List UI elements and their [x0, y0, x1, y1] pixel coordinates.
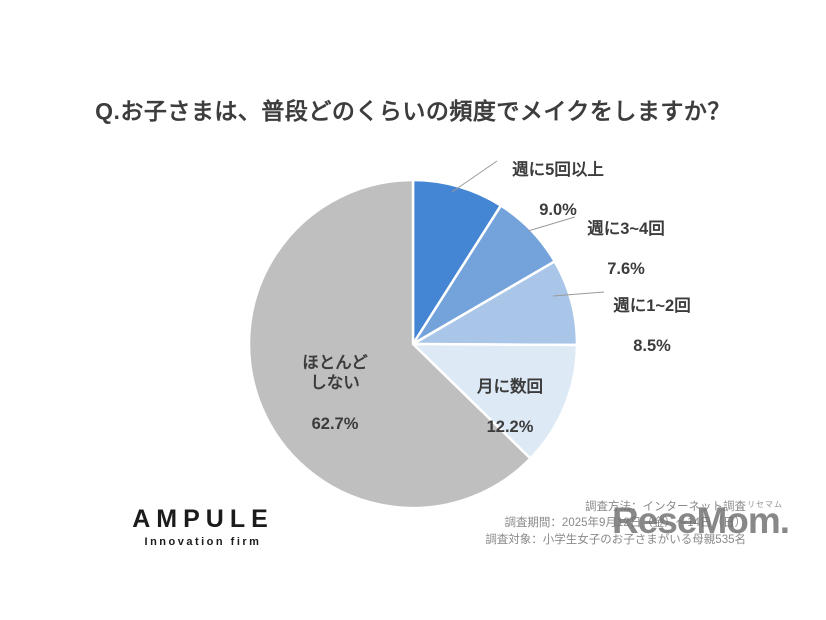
- slice-label-pct: 7.6%: [607, 260, 645, 279]
- pie-slice-3: [411, 342, 579, 460]
- slice-label-text: 月に数回: [477, 378, 543, 397]
- watermark-text: ReseMom.: [612, 500, 790, 541]
- leader-line-2: [552, 291, 605, 297]
- survey-target: 調査対象：小学生女子のお子さまがいる母親535名: [485, 533, 746, 546]
- slice-label-text: ほとんど しない: [302, 354, 368, 393]
- slice-label-pct: 8.5%: [633, 337, 671, 356]
- survey-method: 調査方法：インターネット調査: [585, 501, 746, 513]
- slice-label-pct: 12.2%: [486, 418, 534, 437]
- watermark-ruby: リセマム: [747, 500, 784, 509]
- survey-period: 調査期間：2025年9月12日（金）～14日（日）: [504, 517, 746, 530]
- ampule-logo: AMPULE Innovation firm: [128, 505, 278, 548]
- slice-label-week-3-4: 週に3~4回 7.6%: [587, 199, 665, 300]
- resemom-watermark: リセマム ReseMom.: [612, 500, 790, 542]
- slice-label-month-few: 月に数回 12.2%: [477, 357, 543, 458]
- chart-title: Q.お子さまは、普段どのくらいの頻度でメイクをしますか？: [95, 98, 731, 124]
- slice-label-week-5plus: 週に5回以上 9.0%: [512, 140, 604, 241]
- leader-line-1: [527, 216, 576, 232]
- slice-label-almost-never: ほとんど しない 62.7%: [302, 333, 368, 454]
- pie-slice-2: [411, 260, 579, 347]
- leader-line-0: [451, 160, 498, 193]
- slice-label-pct: 62.7%: [311, 414, 359, 433]
- pie-slice-0: [411, 178, 503, 346]
- slice-label-text: 週に1~2回: [613, 297, 691, 316]
- slice-label-pct: 9.0%: [539, 201, 577, 220]
- pie-slice-4: [247, 178, 532, 510]
- slice-label-week-1-2: 週に1~2回 8.5%: [613, 276, 691, 377]
- logo-name: AMPULE: [132, 505, 274, 533]
- logo-tagline: Innovation firm: [144, 536, 262, 548]
- slice-label-text: 週に5回以上: [512, 161, 604, 180]
- survey-notes: 調査方法：インターネット調査 調査期間：2025年9月12日（金）～14日（日）…: [485, 499, 746, 548]
- slice-label-text: 週に3~4回: [587, 220, 665, 239]
